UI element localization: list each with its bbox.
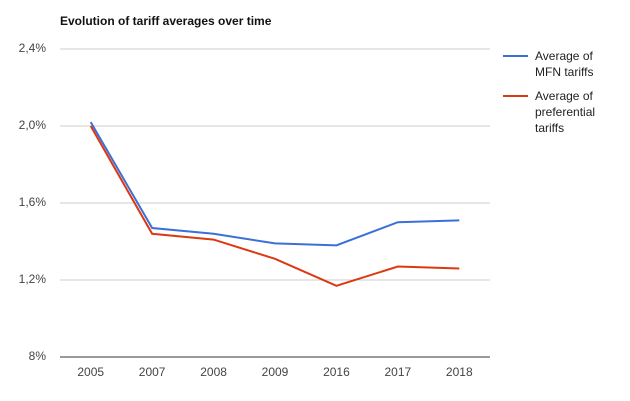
series-line xyxy=(89,125,460,287)
x-tick-label: 2008 xyxy=(200,365,227,379)
y-tick-label: 1,6% xyxy=(19,195,47,209)
x-tick-label: 2016 xyxy=(323,365,350,379)
series-line xyxy=(89,121,460,247)
x-tick-label: 2009 xyxy=(262,365,289,379)
y-tick-label: 2,0% xyxy=(19,118,47,132)
y-tick-label: 8% xyxy=(29,349,47,363)
legend-label: Average of MFN tariffs xyxy=(535,49,594,79)
x-tick-label: 2017 xyxy=(385,365,412,379)
x-tick-label: 2005 xyxy=(77,365,104,379)
legend-item: Average of MFN tariffs xyxy=(503,48,613,80)
x-tick-label: 2018 xyxy=(446,365,473,379)
legend-swatch xyxy=(503,55,528,57)
x-tick-label: 2007 xyxy=(139,365,166,379)
chart-title: Evolution of tariff averages over time xyxy=(60,14,272,28)
y-tick-label: 2,4% xyxy=(19,41,47,55)
legend-label: Average of preferential tariffs xyxy=(535,89,596,135)
legend-swatch xyxy=(503,95,528,97)
legend-item: Average of preferential tariffs xyxy=(503,88,613,136)
y-tick-label: 1,2% xyxy=(19,272,47,286)
